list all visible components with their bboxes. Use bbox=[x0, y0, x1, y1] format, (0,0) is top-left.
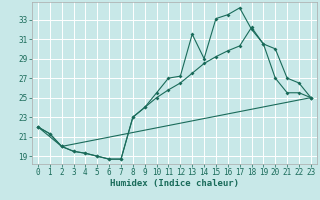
X-axis label: Humidex (Indice chaleur): Humidex (Indice chaleur) bbox=[110, 179, 239, 188]
